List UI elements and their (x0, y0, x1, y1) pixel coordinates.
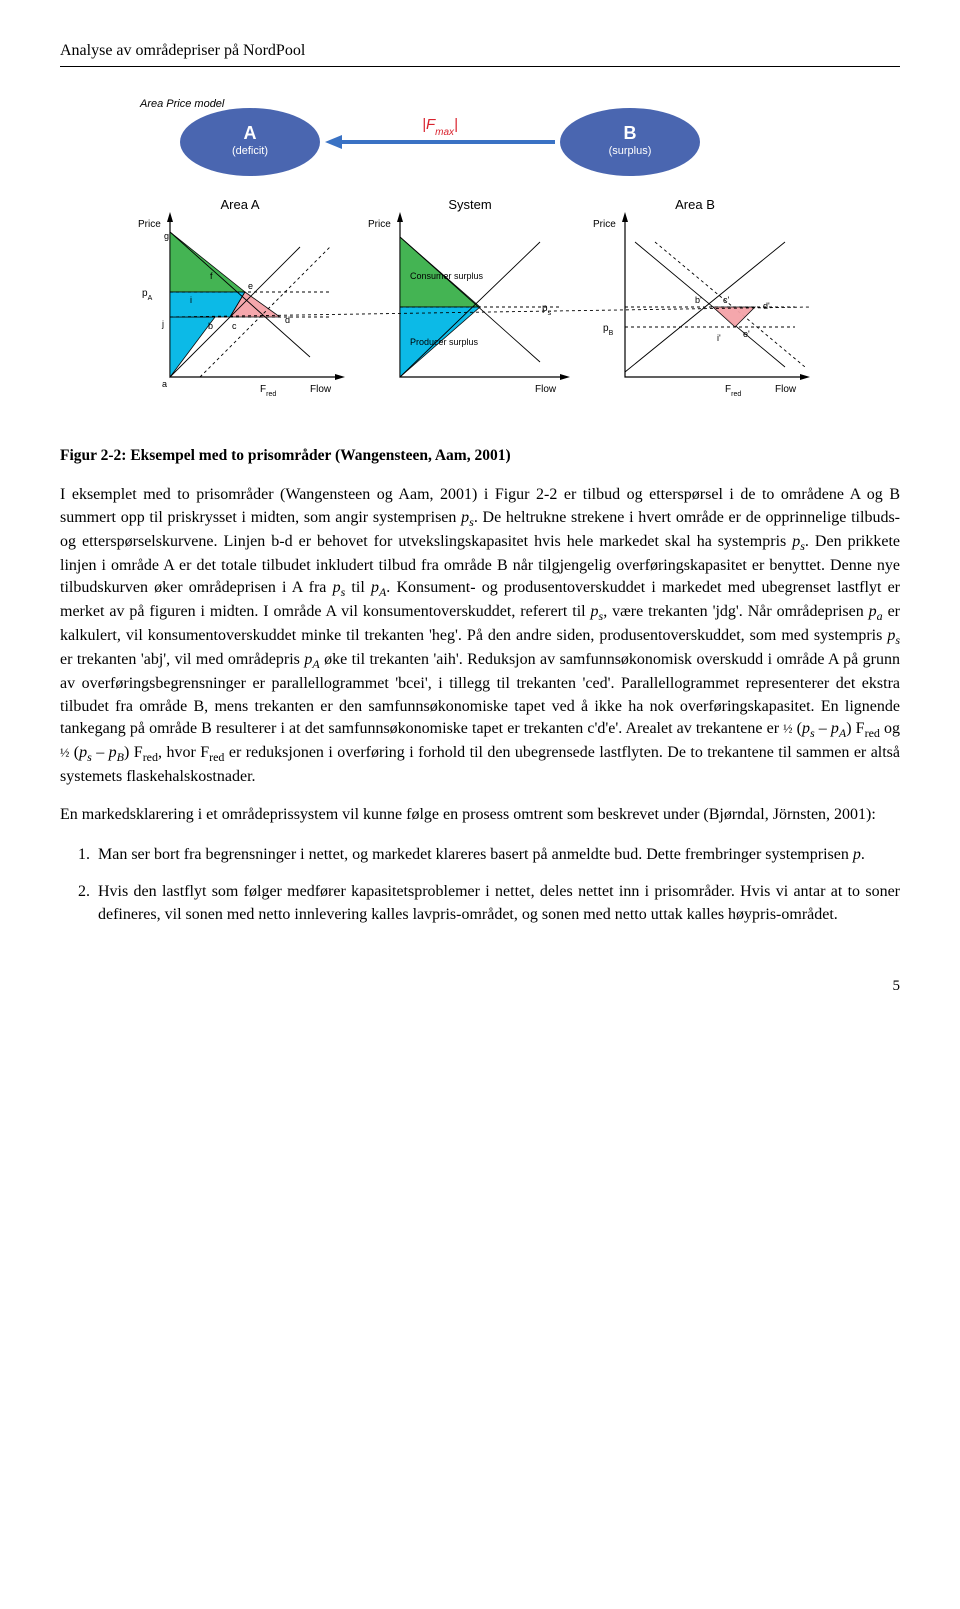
svg-text:j: j (161, 319, 164, 329)
svg-text:e: e (248, 281, 253, 291)
svg-text:Producer surplus: Producer surplus (410, 337, 479, 347)
paragraph-2: En markedsklarering i et områdeprissyste… (60, 804, 900, 826)
svg-text:c: c (232, 321, 237, 331)
svg-text:b: b (208, 321, 213, 331)
fmax-label: |Fmax| (422, 116, 458, 138)
svg-text:d: d (285, 315, 290, 325)
page-header: Analyse av områdepriser på NordPool (60, 40, 900, 67)
page-number: 5 (60, 976, 900, 997)
panel-b-title: Area B (675, 197, 715, 212)
figure-caption: Figur 2-2: Eksempel med to prisområder (… (60, 445, 900, 467)
svg-text:Price: Price (368, 219, 391, 230)
svg-text:Fred: Fred (725, 384, 741, 398)
svg-text:a: a (162, 379, 167, 389)
svg-text:g: g (164, 231, 169, 241)
panel-a-ylabel: Price (138, 219, 161, 230)
svg-text:d': d' (763, 301, 770, 311)
svg-text:pB: pB (603, 323, 614, 337)
lbl-pA: pA (142, 288, 153, 302)
svg-text:b': b' (695, 295, 702, 305)
svg-text:Flow: Flow (775, 384, 797, 395)
panel-system: System Price Consumer surplus Producer s… (368, 197, 570, 395)
panel-b-pink (713, 307, 755, 327)
header-title: Analyse av områdepriser på NordPool (60, 42, 305, 59)
svg-text:i: i (190, 295, 192, 305)
list-item-2: Hvis den lastflyt som følger medfører ka… (94, 880, 900, 926)
panel-b: Area B Price pB b' c' d' i' e' Fred Flow (593, 197, 810, 398)
list-item-1: Man ser bort fra begrensninger i nettet,… (94, 843, 900, 866)
panel-b-demand-shift (655, 242, 805, 367)
panel-s-title: System (448, 197, 491, 212)
flow-arrow-head (325, 135, 342, 149)
model-label: Area Price model (139, 98, 225, 110)
svg-text:Fred: Fred (260, 384, 276, 398)
ellipse-b-label: B (624, 123, 637, 143)
svg-text:e': e' (743, 329, 750, 339)
ellipse-a-label: A (244, 123, 257, 143)
process-list: Man ser bort fra begrensninger i nettet,… (60, 843, 900, 927)
panel-a-green (170, 232, 245, 292)
area-price-diagram: Area Price model A (deficit) B (surplus)… (120, 87, 840, 417)
panel-a-title: Area A (220, 197, 259, 212)
ellipse-a-sub: (deficit) (232, 145, 268, 157)
svg-text:ps: ps (542, 303, 552, 317)
panel-a: Area A Price pA g f i e j b c d a Fred (138, 197, 345, 398)
svg-text:i': i' (717, 333, 721, 343)
ellipse-b-sub: (surplus) (609, 145, 652, 157)
svg-text:Flow: Flow (310, 384, 332, 395)
svg-text:Flow: Flow (535, 384, 557, 395)
svg-text:Price: Price (593, 219, 616, 230)
figure-diagram: Area Price model A (deficit) B (surplus)… (60, 87, 900, 424)
svg-text:Consumer surplus: Consumer surplus (410, 271, 484, 281)
svg-text:c': c' (723, 295, 730, 305)
paragraph-1: I eksemplet med to prisområder (Wangenst… (60, 484, 900, 788)
